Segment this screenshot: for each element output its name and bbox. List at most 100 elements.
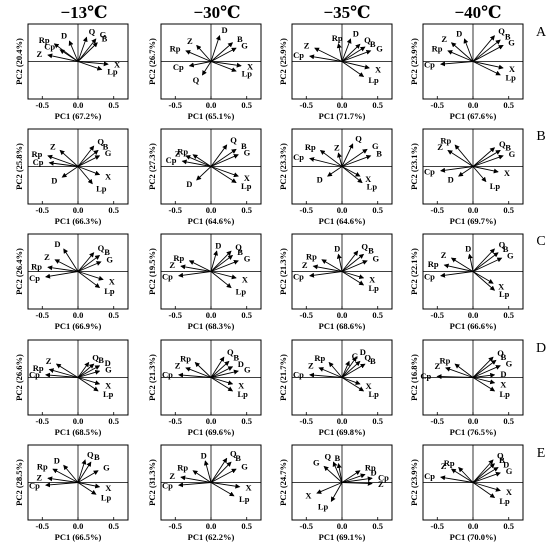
vector-label-z: Z — [175, 148, 181, 158]
loading-vector-b — [341, 154, 372, 167]
vector-label-cp: Cp — [424, 167, 435, 177]
vector-label-q: Q — [499, 139, 506, 149]
loading-vector-d — [210, 366, 234, 378]
vector-label-x: X — [375, 64, 382, 74]
vector-label-lp: Lp — [369, 389, 380, 399]
loading-vector-q — [210, 457, 228, 483]
panel-a-3: -0.5 0.0 0.5 PC1 (71.7%) PC2 (25.9%) Z Rp DQ B G C… — [278, 23, 393, 121]
x-tick-label: 0.0 — [73, 205, 84, 215]
vector-label-d: D — [201, 450, 207, 460]
vector-label-b: B — [104, 247, 110, 257]
vector-label-z: Z — [308, 361, 314, 371]
vector-label-d: D — [334, 243, 340, 253]
loading-vector-rp — [341, 470, 361, 483]
vector-label-q: Q — [89, 27, 96, 37]
loading-vector-lp — [210, 61, 237, 72]
y-axis-title: PC2 (28.5%) — [14, 459, 24, 506]
loading-vector-lp — [77, 482, 97, 495]
x-tick-label: -0.5 — [36, 521, 49, 531]
loading-vector-x — [341, 61, 370, 70]
vector-label-d: D — [465, 243, 471, 253]
x-axis-title: PC1 (66.3%) — [55, 216, 102, 226]
loading-vector-rp — [192, 470, 212, 483]
loading-vector-cp — [178, 271, 212, 278]
vector-label-b: B — [103, 142, 109, 152]
x-tick-label: 0.5 — [241, 205, 252, 215]
x-tick-label: -0.5 — [169, 310, 182, 320]
vector-label-g: G — [105, 148, 112, 158]
vector-label-rp: Rp — [177, 146, 188, 156]
loading-vector-z — [312, 264, 343, 272]
loading-vector-rp — [52, 468, 79, 483]
loading-vector-q — [472, 356, 494, 378]
x-tick-label: -0.5 — [300, 521, 313, 531]
loading-vector-x — [77, 482, 101, 489]
loading-vector-d — [203, 460, 212, 483]
vector-label-d: D — [360, 347, 366, 357]
vector-label-z: Z — [44, 252, 50, 262]
vector-label-q: Q — [97, 136, 104, 146]
loading-vector-z — [447, 149, 474, 167]
vector-label-x: X — [244, 173, 251, 183]
vector-label-cp: Cp — [166, 155, 177, 165]
loading-vector-cp — [48, 160, 79, 167]
vector-label-b: B — [241, 141, 247, 151]
panel-b-4: -0.5 0.0 0.5 PC1 (69.7%) PC2 (23.1%) RpZ Q BG Cp… — [409, 128, 524, 226]
loading-vector-x — [77, 61, 109, 67]
x-axis-title: PC1 (67.6%) — [450, 111, 497, 121]
vector-label-lp: Lp — [506, 73, 517, 83]
vector-label-cp: Cp — [424, 60, 435, 70]
row-label-b: B — [536, 129, 545, 144]
loading-vector-g — [210, 260, 239, 272]
loading-vector-z — [185, 155, 212, 167]
vector-label-cp: Cp — [293, 369, 304, 379]
vector-label-g: G — [506, 466, 513, 476]
loading-vector-g — [341, 260, 368, 272]
x-tick-label: -0.5 — [300, 100, 313, 110]
y-axis-title: PC2 (27.3%) — [147, 143, 157, 190]
vector-label-d: D — [186, 179, 192, 189]
vector-label-lp: Lp — [101, 493, 112, 503]
vector-label-cp: Cp — [424, 272, 435, 282]
loading-vector-cp — [178, 372, 212, 378]
loading-vector-g — [323, 465, 343, 483]
vector-label-b: B — [237, 247, 243, 257]
loading-vector-lp — [330, 482, 343, 502]
vector-label-cp: Cp — [162, 369, 173, 379]
loading-vector-lp — [210, 166, 237, 184]
loading-vector-rp — [48, 368, 79, 378]
panel-b-3: -0.5 0.0 0.5 PC1 (64.6%) PC2 (23.3%) Rp Z QGB Cp… — [278, 128, 393, 226]
vector-label-x: X — [247, 62, 254, 72]
vector-label-rp: Rp — [170, 43, 181, 53]
vector-label-d: D — [503, 459, 509, 469]
vector-label-d: D — [353, 28, 359, 38]
vector-label-z: Z — [441, 250, 447, 260]
vector-label-cp: Cp — [420, 371, 431, 381]
x-tick-label: -0.5 — [169, 416, 182, 426]
x-axis-title: PC1 (69.6%) — [188, 427, 235, 437]
vector-label-cp: Cp — [173, 62, 184, 72]
vector-label-g: G — [244, 254, 251, 264]
vector-label-rp: Rp — [432, 43, 443, 53]
vector-label-x: X — [305, 491, 312, 501]
loading-vector-b — [472, 252, 499, 272]
loading-vector-b — [341, 363, 366, 378]
panel-d-4: -0.5 0.0 0.5 PC1 (76.5%) PC2 (16.8%) RpZ Cp QBG… — [409, 339, 524, 437]
x-axis-title: PC1 (66.6%) — [450, 321, 497, 331]
x-tick-label: -0.5 — [431, 416, 444, 426]
loading-vector-d — [61, 166, 79, 178]
loading-vector-g — [472, 365, 501, 378]
loading-vector-cp — [440, 61, 474, 67]
loading-vector-d — [68, 40, 79, 62]
vector-label-b: B — [505, 142, 511, 152]
panel-a-4: -0.5 0.0 0.5 PC1 (67.6%) PC2 (23.9%) ZD QBG Rp C… — [409, 23, 524, 121]
vector-label-rp: Rp — [440, 135, 451, 145]
loading-vector-z — [450, 42, 474, 62]
loading-vector-z — [59, 149, 79, 167]
loading-vector-z — [450, 257, 474, 272]
loading-vector-x — [210, 271, 237, 280]
vector-label-cp: Cp — [162, 481, 173, 491]
x-tick-label: 0.0 — [73, 100, 84, 110]
loading-vector-g — [472, 154, 504, 167]
